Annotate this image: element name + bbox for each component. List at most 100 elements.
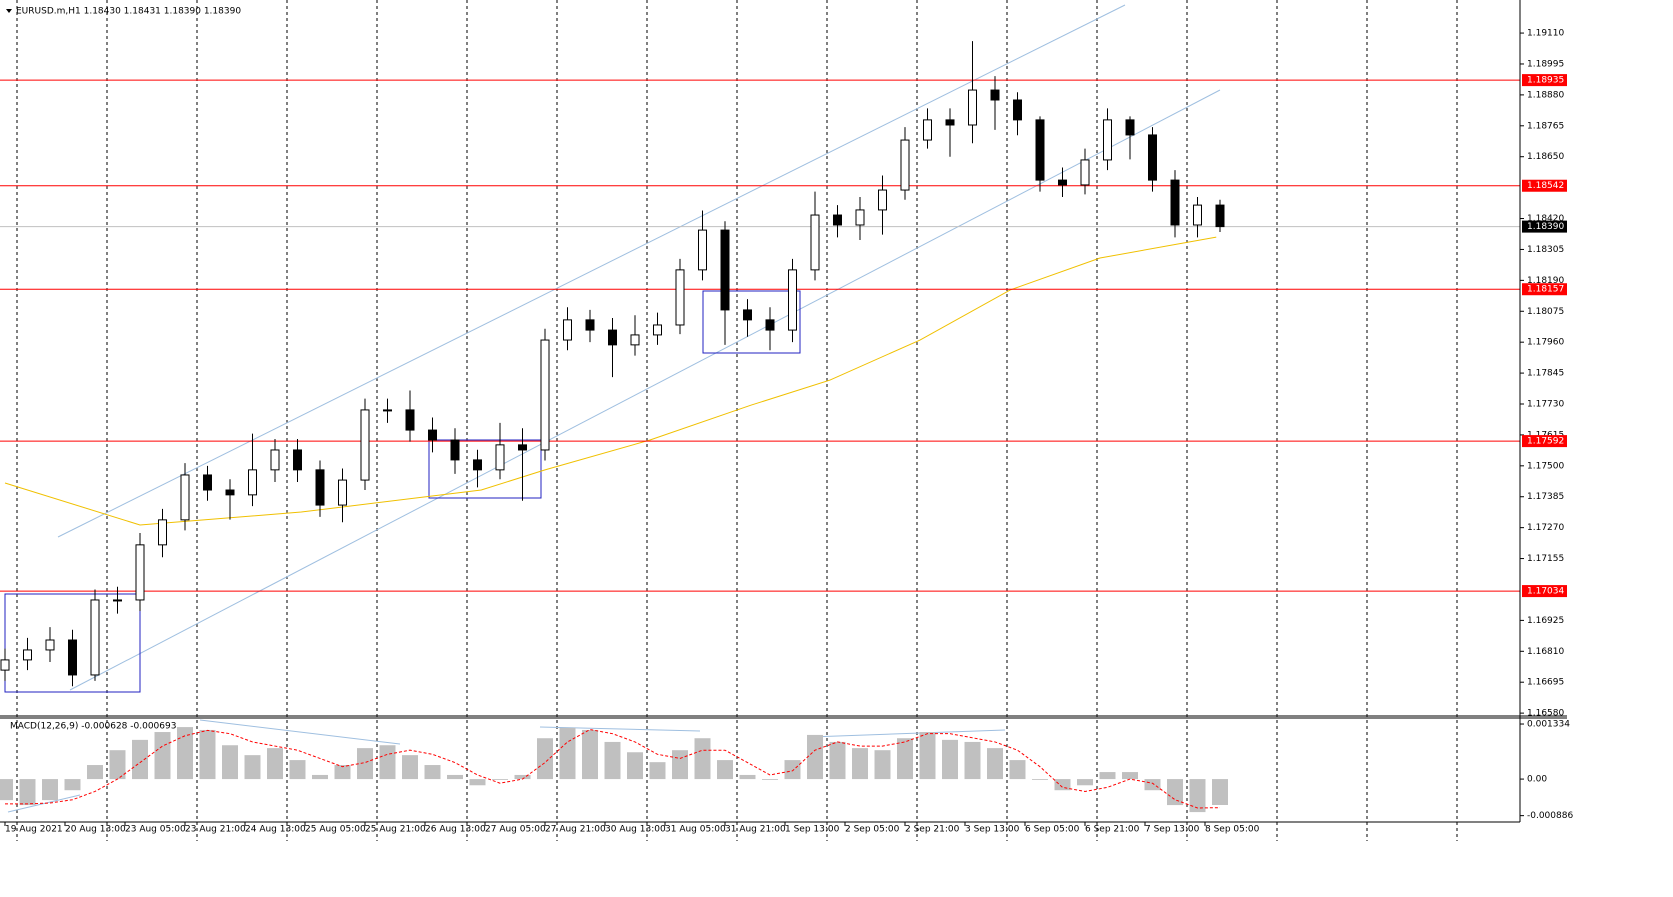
x-tick-label: 23 Aug 21:00 [185, 825, 246, 835]
x-tick-label: 24 Aug 13:00 [245, 825, 306, 835]
range-box [702, 290, 801, 354]
macd-bar [739, 774, 756, 780]
y-tick-label: 1.17385 [1527, 492, 1564, 502]
chart-title: EURUSD.m,H1 1.18430 1.18431 1.18390 1.18… [16, 7, 241, 17]
macd-bar [1212, 779, 1228, 805]
candle-body [90, 599, 100, 676]
candle-body [968, 89, 977, 126]
candle-body [1013, 99, 1022, 121]
y-tick-label: 1.18880 [1527, 90, 1564, 100]
level-label: 1.17034 [1527, 587, 1564, 597]
macd-bar [1167, 779, 1183, 806]
macd-bar [402, 755, 418, 780]
macd-bar [334, 765, 351, 780]
x-tick-label: 26 Aug 13:00 [425, 825, 486, 835]
current-price-label: 1.18390 [1527, 222, 1564, 232]
level-label: 1.17592 [1527, 437, 1564, 447]
y-tick-label: 1.16695 [1527, 678, 1564, 688]
trend-line [539, 726, 701, 732]
level-tag [1522, 585, 1567, 598]
candle-body [563, 319, 572, 341]
candle-body [248, 469, 257, 496]
macd-bar [852, 748, 868, 780]
macd-bar [807, 734, 823, 780]
x-tick-label: 31 Aug 05:00 [665, 825, 726, 835]
range-box [428, 439, 542, 499]
y-tick-label: 1.18305 [1527, 245, 1564, 255]
y-tick-label: 1.17500 [1527, 461, 1564, 471]
y2-tick-label: 0.001334 [1527, 720, 1570, 730]
candle-body [788, 269, 797, 331]
current-price-tag [1522, 220, 1567, 233]
y-tick-label: 1.18995 [1527, 59, 1564, 69]
macd-bar [829, 741, 846, 780]
candle-body [1080, 159, 1090, 186]
x-tick-label: 20 Aug 13:00 [65, 825, 126, 835]
x-tick-label: 25 Aug 21:00 [365, 825, 426, 835]
candle-body [135, 544, 145, 601]
y-tick-label: 1.17155 [1527, 554, 1564, 564]
channel-line [69, 89, 1221, 691]
macd-bar [42, 779, 58, 801]
candle-body [225, 489, 235, 496]
candle-body [45, 639, 55, 651]
macd-bar [717, 760, 733, 780]
macd-bar [672, 750, 688, 780]
x-tick-label: 8 Sep 05:00 [1205, 825, 1260, 835]
macd-bar [1054, 779, 1071, 791]
macd-bar [897, 738, 913, 780]
candle-body [990, 89, 1000, 101]
candle-body [765, 319, 775, 331]
candle-body [810, 214, 820, 271]
candle-body [1193, 204, 1202, 226]
x-tick-label: 6 Sep 05:00 [1025, 825, 1080, 835]
candle-body [1170, 179, 1180, 226]
level-tag [1522, 283, 1567, 296]
macd-bar [694, 738, 711, 780]
y-tick-label: 1.17270 [1527, 523, 1564, 533]
candle-body [923, 119, 932, 141]
x-tick-label: 19 Aug 2021 [5, 825, 63, 835]
candle-body [450, 439, 460, 461]
x-tick-label: 27 Aug 05:00 [485, 825, 546, 835]
macd-bar [942, 739, 958, 780]
y-tick-label: 1.16925 [1527, 616, 1564, 626]
candle-body [608, 329, 617, 346]
macd-bar [357, 748, 373, 780]
candle-body [1215, 204, 1225, 228]
macd-bar [19, 779, 36, 806]
macd-bar [469, 779, 486, 786]
macd-bar [1189, 779, 1206, 813]
candle-body [855, 209, 865, 226]
y-tick-label: 1.18190 [1527, 276, 1564, 286]
candle-body [203, 474, 212, 491]
candle-body [540, 339, 550, 451]
candle-body [1058, 179, 1067, 186]
macd-bar [784, 760, 801, 780]
macd-bar [177, 727, 193, 780]
y-tick-label: 1.18650 [1527, 152, 1564, 162]
macd-bar [604, 741, 621, 780]
macd-bar [514, 774, 531, 780]
candle-body [630, 334, 640, 346]
macd-bar [0, 779, 13, 801]
vertical-grid [16, 0, 1458, 841]
candle-body [1035, 119, 1045, 181]
candle-body [158, 519, 167, 546]
macd-bar [649, 762, 666, 780]
candle-body [878, 189, 887, 211]
candle-body [360, 409, 370, 481]
level-label: 1.18157 [1527, 285, 1564, 295]
candle-body [518, 444, 527, 451]
candle-body [473, 459, 482, 471]
candle-body [945, 119, 955, 126]
y2-tick-label: -0.000886 [1527, 811, 1573, 821]
candle-body [1125, 119, 1135, 136]
menu-arrow[interactable] [6, 9, 12, 13]
trend-line [7, 794, 81, 813]
candle-body [495, 444, 505, 471]
x-tick-label: 31 Aug 21:00 [725, 825, 786, 835]
macd-bar [64, 779, 81, 791]
x-tick-label: 1 Sep 13:00 [785, 825, 840, 835]
